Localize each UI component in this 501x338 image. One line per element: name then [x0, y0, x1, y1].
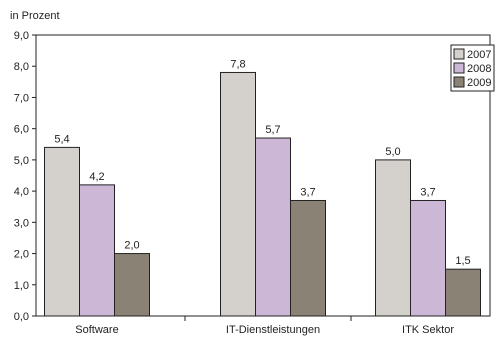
data-label: 3,7	[300, 186, 315, 198]
y-tick-label: 2,0	[14, 249, 29, 261]
bar	[255, 137, 291, 317]
legend-label: 2008	[467, 63, 491, 75]
category-label: IT-Dienstleistungen	[226, 324, 320, 336]
y-tick-label: 5,0	[14, 155, 29, 167]
data-label: 2,0	[124, 240, 139, 252]
y-tick-label: 8,0	[14, 61, 29, 73]
y-tick-label: 3,0	[14, 217, 29, 229]
plot-area: 0,0 1,0 2,0 3,0 4,0 5,0 6,0 7,0 8,0 9,0 5,4 4,2 2,0 S…	[14, 30, 495, 336]
bar	[445, 268, 481, 317]
bar	[44, 146, 80, 317]
y-tick-label: 7,0	[14, 92, 29, 104]
y-tick-label: 4,0	[14, 186, 29, 198]
data-label: 3,7	[420, 186, 435, 198]
bar	[410, 199, 446, 317]
legend-label: 2007	[467, 49, 491, 61]
y-tick-label: 6,0	[14, 124, 29, 136]
data-label: 5,4	[54, 133, 69, 145]
data-label: 5,0	[385, 146, 400, 158]
bar	[375, 159, 411, 317]
category-label: ITK Sektor	[402, 324, 454, 336]
legend-swatch	[453, 76, 465, 88]
y-axis-unit-label: in Prozent	[10, 10, 60, 22]
legend-swatch	[453, 48, 465, 60]
data-label: 4,2	[89, 171, 104, 183]
data-label: 1,5	[455, 255, 470, 267]
bar	[79, 184, 115, 317]
bar	[290, 199, 326, 317]
data-label: 5,7	[265, 124, 280, 136]
bar	[114, 253, 150, 317]
bar	[220, 71, 256, 317]
y-tick-label: 9,0	[14, 30, 29, 42]
legend-label: 2009	[467, 77, 491, 89]
category-label: Software	[75, 324, 118, 336]
data-label: 7,8	[230, 58, 245, 70]
y-tick-label: 0,0	[14, 311, 29, 323]
legend-swatch	[453, 62, 465, 74]
y-tick-label: 1,0	[14, 280, 29, 292]
